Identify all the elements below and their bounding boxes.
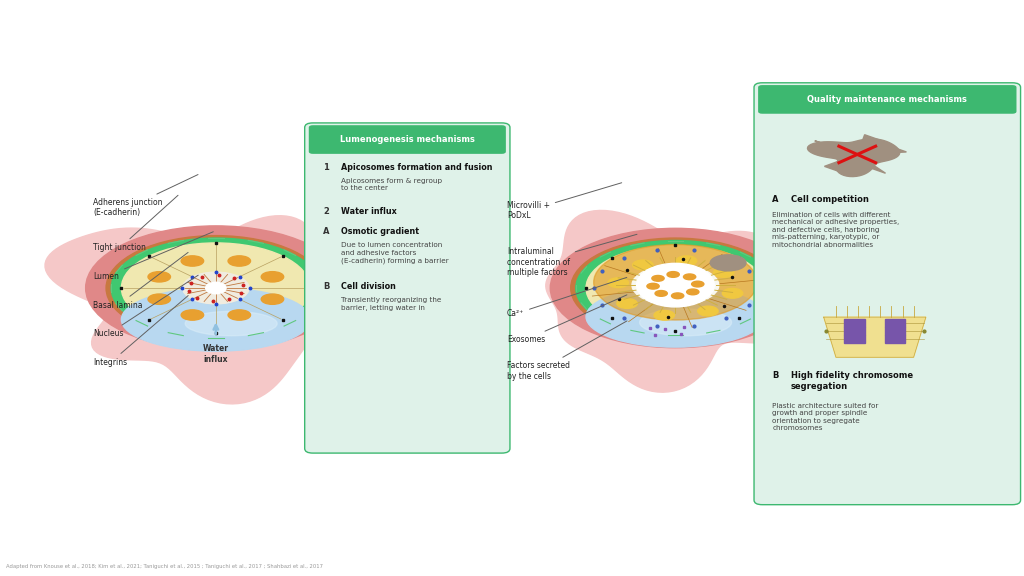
Ellipse shape (106, 236, 326, 340)
Text: Plastic architecture suited for
growth and proper spindle
orientation to segrega: Plastic architecture suited for growth a… (772, 403, 879, 431)
Polygon shape (45, 216, 397, 404)
Text: A: A (772, 195, 779, 203)
Polygon shape (857, 135, 881, 154)
Ellipse shape (586, 286, 765, 347)
Text: 2: 2 (324, 207, 329, 215)
Ellipse shape (647, 283, 659, 289)
Ellipse shape (570, 238, 780, 338)
Ellipse shape (616, 298, 637, 308)
Ellipse shape (181, 310, 204, 320)
FancyBboxPatch shape (758, 85, 1017, 113)
Polygon shape (844, 335, 864, 343)
Ellipse shape (261, 272, 284, 282)
Text: Apicosomes form & regroup
to the center: Apicosomes form & regroup to the center (341, 178, 442, 191)
Ellipse shape (181, 256, 204, 266)
Text: B: B (324, 282, 330, 291)
Circle shape (206, 282, 226, 294)
Ellipse shape (655, 290, 668, 296)
Polygon shape (885, 327, 905, 335)
Ellipse shape (687, 289, 699, 295)
Ellipse shape (86, 226, 346, 350)
Text: Microvilli +
PoDxL: Microvilli + PoDxL (507, 183, 622, 220)
Text: Exosomes: Exosomes (507, 295, 627, 344)
Ellipse shape (714, 268, 734, 278)
Text: Integrins: Integrins (93, 295, 188, 367)
Ellipse shape (676, 256, 696, 266)
Ellipse shape (667, 272, 679, 277)
Ellipse shape (697, 306, 718, 316)
Text: Cell division: Cell division (341, 282, 396, 291)
Polygon shape (885, 319, 905, 327)
Circle shape (637, 263, 714, 307)
Polygon shape (824, 154, 857, 172)
FancyBboxPatch shape (754, 83, 1021, 505)
Text: Cell competition: Cell competition (791, 195, 868, 203)
Text: Nucleus: Nucleus (93, 275, 199, 338)
Ellipse shape (261, 294, 284, 304)
Text: Apicosomes formation and fusion: Apicosomes formation and fusion (341, 163, 493, 172)
FancyBboxPatch shape (305, 123, 510, 453)
Ellipse shape (182, 272, 249, 304)
Ellipse shape (594, 244, 757, 320)
Text: Due to lumen concentration
and adhesive factors
(E-cadherin) forming a barrier: Due to lumen concentration and adhesive … (341, 242, 450, 264)
Text: Basal lamina: Basal lamina (93, 252, 188, 310)
Ellipse shape (228, 256, 251, 266)
Ellipse shape (711, 255, 745, 271)
Ellipse shape (148, 272, 170, 282)
Ellipse shape (632, 265, 719, 305)
Ellipse shape (683, 274, 695, 280)
Text: Adherens junction
(E-cadherin): Adherens junction (E-cadherin) (93, 175, 198, 218)
Ellipse shape (112, 238, 321, 338)
Text: Lumenogenesis mechanisms: Lumenogenesis mechanisms (340, 135, 475, 144)
Text: Adapted from Knouse et al., 2018; Kim et al., 2021; Taniguchi et al., 2015 ; Tan: Adapted from Knouse et al., 2018; Kim et… (6, 564, 324, 569)
Ellipse shape (122, 243, 310, 333)
Ellipse shape (148, 294, 170, 304)
Ellipse shape (575, 241, 775, 335)
Ellipse shape (586, 245, 765, 331)
Polygon shape (857, 154, 886, 173)
Text: Ca²⁺: Ca²⁺ (507, 278, 627, 319)
Text: Water
influx: Water influx (203, 344, 228, 363)
Ellipse shape (633, 260, 653, 270)
Ellipse shape (722, 289, 742, 298)
Text: Factors secreted
by the cells: Factors secreted by the cells (507, 321, 627, 381)
Polygon shape (546, 210, 827, 392)
Text: Water influx: Water influx (341, 207, 397, 215)
Text: B: B (772, 371, 779, 380)
Text: High fidelity chromosome
segregation: High fidelity chromosome segregation (791, 371, 913, 391)
Ellipse shape (228, 310, 251, 320)
Text: Tight junction: Tight junction (93, 195, 178, 252)
Text: 1: 1 (324, 163, 329, 172)
Text: Intraluminal
concentration of
multiple factors: Intraluminal concentration of multiple f… (507, 234, 637, 277)
Ellipse shape (550, 228, 801, 348)
Ellipse shape (608, 278, 629, 287)
Ellipse shape (691, 281, 703, 287)
Text: Osmotic gradient: Osmotic gradient (341, 228, 420, 236)
Polygon shape (844, 327, 864, 335)
FancyBboxPatch shape (309, 125, 506, 154)
Text: Elimination of cells with different
mechanical or adhesive properties,
and defec: Elimination of cells with different mech… (772, 212, 900, 248)
Text: Lumen: Lumen (93, 232, 213, 281)
Polygon shape (815, 141, 857, 154)
Ellipse shape (122, 288, 310, 351)
Text: Quality maintenance mechanisms: Quality maintenance mechanisms (807, 95, 968, 104)
Polygon shape (844, 319, 864, 327)
Polygon shape (857, 146, 906, 154)
Ellipse shape (672, 293, 684, 299)
Text: Transiently reorganizing the
barrier, letting water in: Transiently reorganizing the barrier, le… (341, 297, 441, 310)
Ellipse shape (654, 310, 675, 320)
Polygon shape (823, 317, 926, 357)
Text: A: A (324, 228, 330, 236)
Polygon shape (885, 335, 905, 343)
Ellipse shape (185, 312, 278, 336)
Ellipse shape (652, 275, 665, 281)
Polygon shape (808, 139, 900, 177)
Ellipse shape (640, 309, 731, 336)
